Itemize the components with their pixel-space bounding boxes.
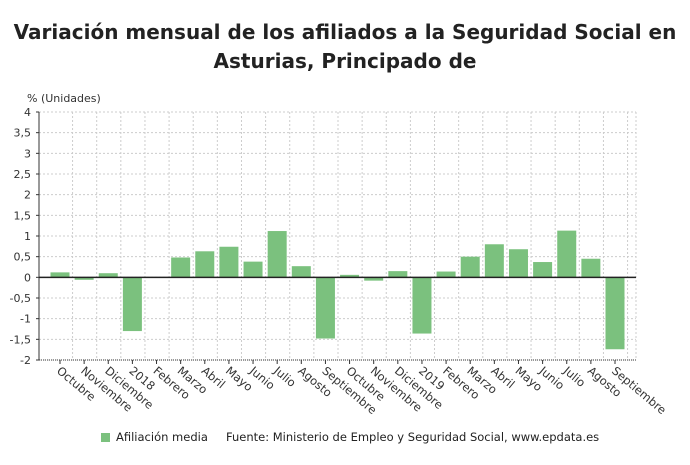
bar [195,251,215,278]
bar [291,266,311,278]
bar [412,277,432,334]
bar [605,277,625,350]
bar [74,277,94,280]
y-tick-label: 2,5 [14,168,32,181]
bar [98,273,118,278]
bar [460,256,480,278]
x-tick-label: Mayo [223,364,256,395]
bar [533,262,553,278]
bar [122,277,142,332]
bar [340,274,360,278]
bar [243,261,263,278]
bar [219,246,239,278]
bar [267,231,287,278]
y-axis-label: % (Unidades) [27,92,101,105]
bar [171,257,191,278]
y-tick-label: 1,5 [14,209,32,222]
bar [388,271,408,278]
y-tick-label: 4 [24,106,31,119]
bar [50,272,70,278]
chart-title: Variación mensual de los afiliados a la … [13,20,677,73]
y-tick-label: -0,5 [10,292,31,305]
bar [508,249,528,278]
bar [484,244,504,278]
y-tick-label: -2 [20,354,31,367]
y-tick-label: 0 [24,271,31,284]
y-tick-label: -1 [20,313,31,326]
legend-swatch [101,432,110,442]
y-tick-label: 2 [24,189,31,202]
bar [557,230,577,278]
y-tick-label: 3,5 [14,127,32,140]
y-tick-label: 1 [24,230,31,243]
x-tick-label: Mayo [513,364,546,395]
x-tick-label: Julio [270,363,298,390]
legend: Afiliación media [101,430,208,444]
y-tick-label: 3 [24,147,31,160]
bar [581,258,601,278]
x-tick-label: Julio [560,363,588,390]
y-tick-label: 0,5 [14,251,32,264]
bar [315,277,335,339]
bar [364,277,384,281]
source-note: Fuente: Ministerio de Empleo y Seguridad… [226,430,600,444]
bar [436,271,456,278]
legend-label: Afiliación media [116,430,208,444]
y-tick-label: -1,5 [10,333,31,346]
